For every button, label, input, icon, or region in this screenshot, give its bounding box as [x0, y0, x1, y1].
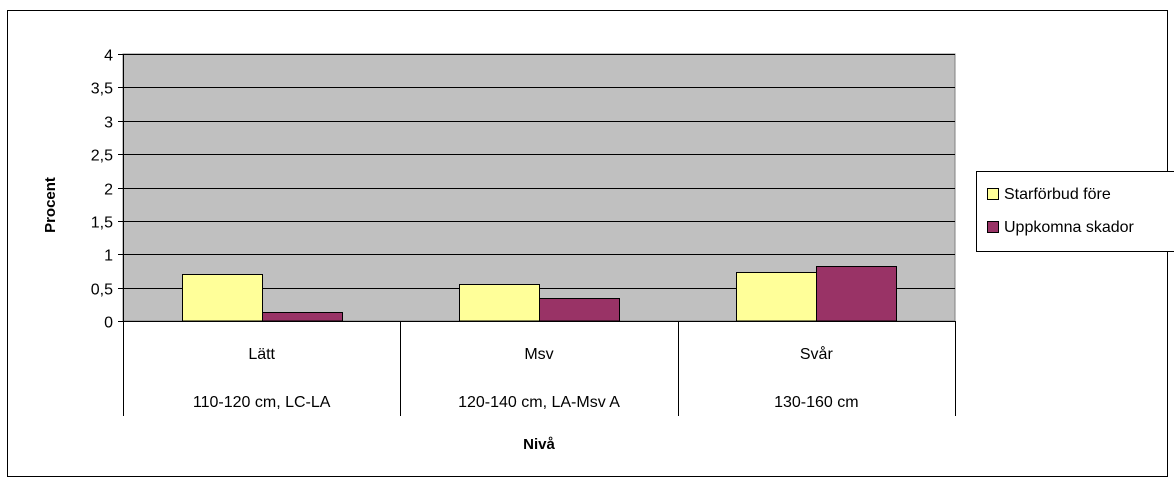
- bar-starf-rbud-f-re-1: [460, 285, 540, 322]
- category-range-label: 110-120 cm, LC-LA: [193, 394, 331, 411]
- legend-label: Uppkomna skador: [1004, 219, 1135, 236]
- y-tick-label: 2: [104, 182, 113, 199]
- legend: Starförbud före Uppkomna skador: [977, 172, 1174, 252]
- legend-swatch: [988, 189, 999, 200]
- bar-uppkomna-skador-2: [817, 267, 897, 322]
- bar-starf-rbud-f-re-0: [183, 275, 263, 322]
- category-range-label: 120-140 cm, LA-Msv A: [458, 394, 620, 411]
- bar-uppkomna-skador-0: [263, 313, 343, 322]
- y-tick-label: 2,5: [91, 148, 113, 165]
- x-axis-label: Nivå: [523, 436, 555, 453]
- category-level-label: Svår: [800, 345, 834, 363]
- category-range-label: 130-160 cm: [774, 394, 859, 411]
- y-tick-label: 1: [104, 248, 113, 265]
- category-level-label: Lätt: [248, 346, 275, 363]
- bar-uppkomna-skador-1: [540, 299, 620, 322]
- legend-label: Starförbud före: [1004, 186, 1111, 203]
- y-axis-label: Procent: [42, 177, 59, 233]
- bar-starf-rbud-f-re-2: [737, 273, 817, 322]
- y-tick-label: 3: [104, 115, 113, 132]
- y-tick-label: 1,5: [91, 215, 113, 232]
- legend-swatch: [988, 222, 999, 233]
- y-tick-label: 4: [104, 48, 113, 65]
- y-tick-label: 3,5: [91, 81, 113, 98]
- category-level-label: Msv: [524, 346, 553, 363]
- y-tick-label: 0: [104, 315, 113, 332]
- legend-box: [977, 172, 1174, 252]
- y-tick-label: 0,5: [91, 282, 113, 299]
